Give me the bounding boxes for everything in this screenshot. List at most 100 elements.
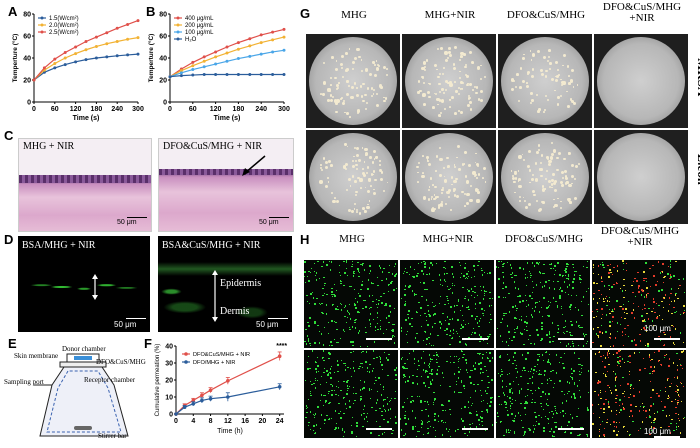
stained-cell (511, 402, 513, 405)
stained-cell (557, 331, 559, 333)
stained-cell (337, 380, 340, 383)
bacterial-colony (356, 47, 360, 52)
stained-cell (634, 295, 637, 298)
bacterial-colony (465, 75, 469, 79)
bacterial-colony (541, 200, 545, 204)
stained-cell (461, 314, 464, 317)
stained-cell (312, 430, 315, 432)
x-tick-label: 180 (91, 106, 103, 113)
stained-cell (556, 412, 558, 415)
stained-cell (442, 419, 444, 422)
bacterial-colony (527, 72, 530, 75)
stained-cell (627, 360, 629, 363)
data-point (94, 44, 98, 48)
stained-cell (330, 417, 333, 420)
stained-cell (311, 292, 314, 294)
bacterial-colony (472, 171, 476, 175)
stained-cell (511, 277, 513, 279)
stained-cell (431, 344, 433, 346)
stained-cell (406, 358, 409, 361)
bacterial-colony (441, 73, 444, 76)
stained-cell (306, 405, 308, 407)
stained-cell (324, 419, 326, 421)
stained-cell (540, 405, 543, 407)
stained-cell (491, 304, 493, 306)
bacterial-colony (529, 49, 532, 52)
stained-cell (551, 417, 554, 419)
stained-cell (352, 386, 355, 389)
stained-cell (629, 355, 631, 357)
data-point (282, 27, 286, 31)
panel-label-f: F (144, 336, 152, 351)
bacterial-colony (322, 81, 326, 85)
stained-cell (507, 414, 509, 416)
stained-cell (583, 265, 585, 268)
stained-cell (310, 268, 313, 270)
stained-cell (564, 432, 566, 434)
stained-cell (520, 319, 523, 321)
stained-cell (439, 321, 441, 323)
stained-cell (607, 264, 609, 267)
stained-cell (592, 404, 594, 406)
bacterial-colony (424, 68, 427, 71)
stained-cell (457, 358, 459, 361)
stained-cell (338, 402, 340, 405)
stained-cell (509, 407, 512, 410)
stained-cell (548, 411, 551, 413)
stained-cell (469, 396, 472, 399)
stained-cell (634, 277, 636, 280)
bacterial-colony (370, 184, 372, 187)
stained-cell (542, 391, 544, 393)
stained-cell (658, 290, 660, 292)
stained-cell (411, 325, 413, 328)
stained-cell (423, 282, 425, 284)
stained-cell (370, 270, 372, 272)
bacterial-colony (517, 177, 522, 182)
stained-cell (573, 370, 575, 372)
stained-cell (348, 400, 351, 402)
stained-cell (652, 308, 654, 310)
stained-cell (421, 261, 423, 264)
stained-cell (597, 380, 600, 383)
stained-cell (663, 343, 666, 345)
stained-cell (561, 290, 563, 292)
stained-cell (615, 401, 617, 404)
stained-cell (627, 355, 630, 358)
stained-cell (431, 358, 433, 361)
stained-cell (356, 301, 358, 303)
stained-cell (674, 294, 676, 296)
stained-cell (553, 267, 555, 270)
stained-cell (592, 310, 594, 312)
bacterial-colony (461, 163, 465, 166)
bacterial-colony (513, 171, 517, 175)
bacterial-colony (355, 208, 359, 212)
bacterial-colony (359, 85, 362, 88)
stained-cell (503, 394, 506, 396)
data-point (63, 56, 67, 60)
bacterial-colony (450, 209, 452, 212)
stained-cell (678, 358, 680, 361)
stained-cell (430, 262, 432, 264)
stained-cell (315, 272, 318, 274)
stained-cell (513, 281, 516, 283)
stained-cell (388, 400, 390, 402)
stained-cell (558, 288, 561, 291)
stained-cell (417, 272, 419, 275)
stained-cell (357, 292, 359, 295)
bacterial-colony (355, 190, 358, 194)
stained-cell (490, 397, 492, 399)
stained-cell (663, 276, 665, 278)
data-point (214, 50, 218, 54)
stained-cell (675, 406, 677, 408)
stained-cell (309, 342, 311, 345)
stained-cell (651, 311, 653, 313)
stained-cell (320, 394, 323, 396)
stained-cell (391, 432, 393, 434)
stained-cell (650, 426, 653, 428)
bacterial-colony (564, 175, 568, 178)
stained-cell (315, 432, 317, 434)
stained-cell (508, 344, 510, 346)
stained-cell (432, 426, 434, 428)
bacterial-colony (438, 82, 441, 86)
